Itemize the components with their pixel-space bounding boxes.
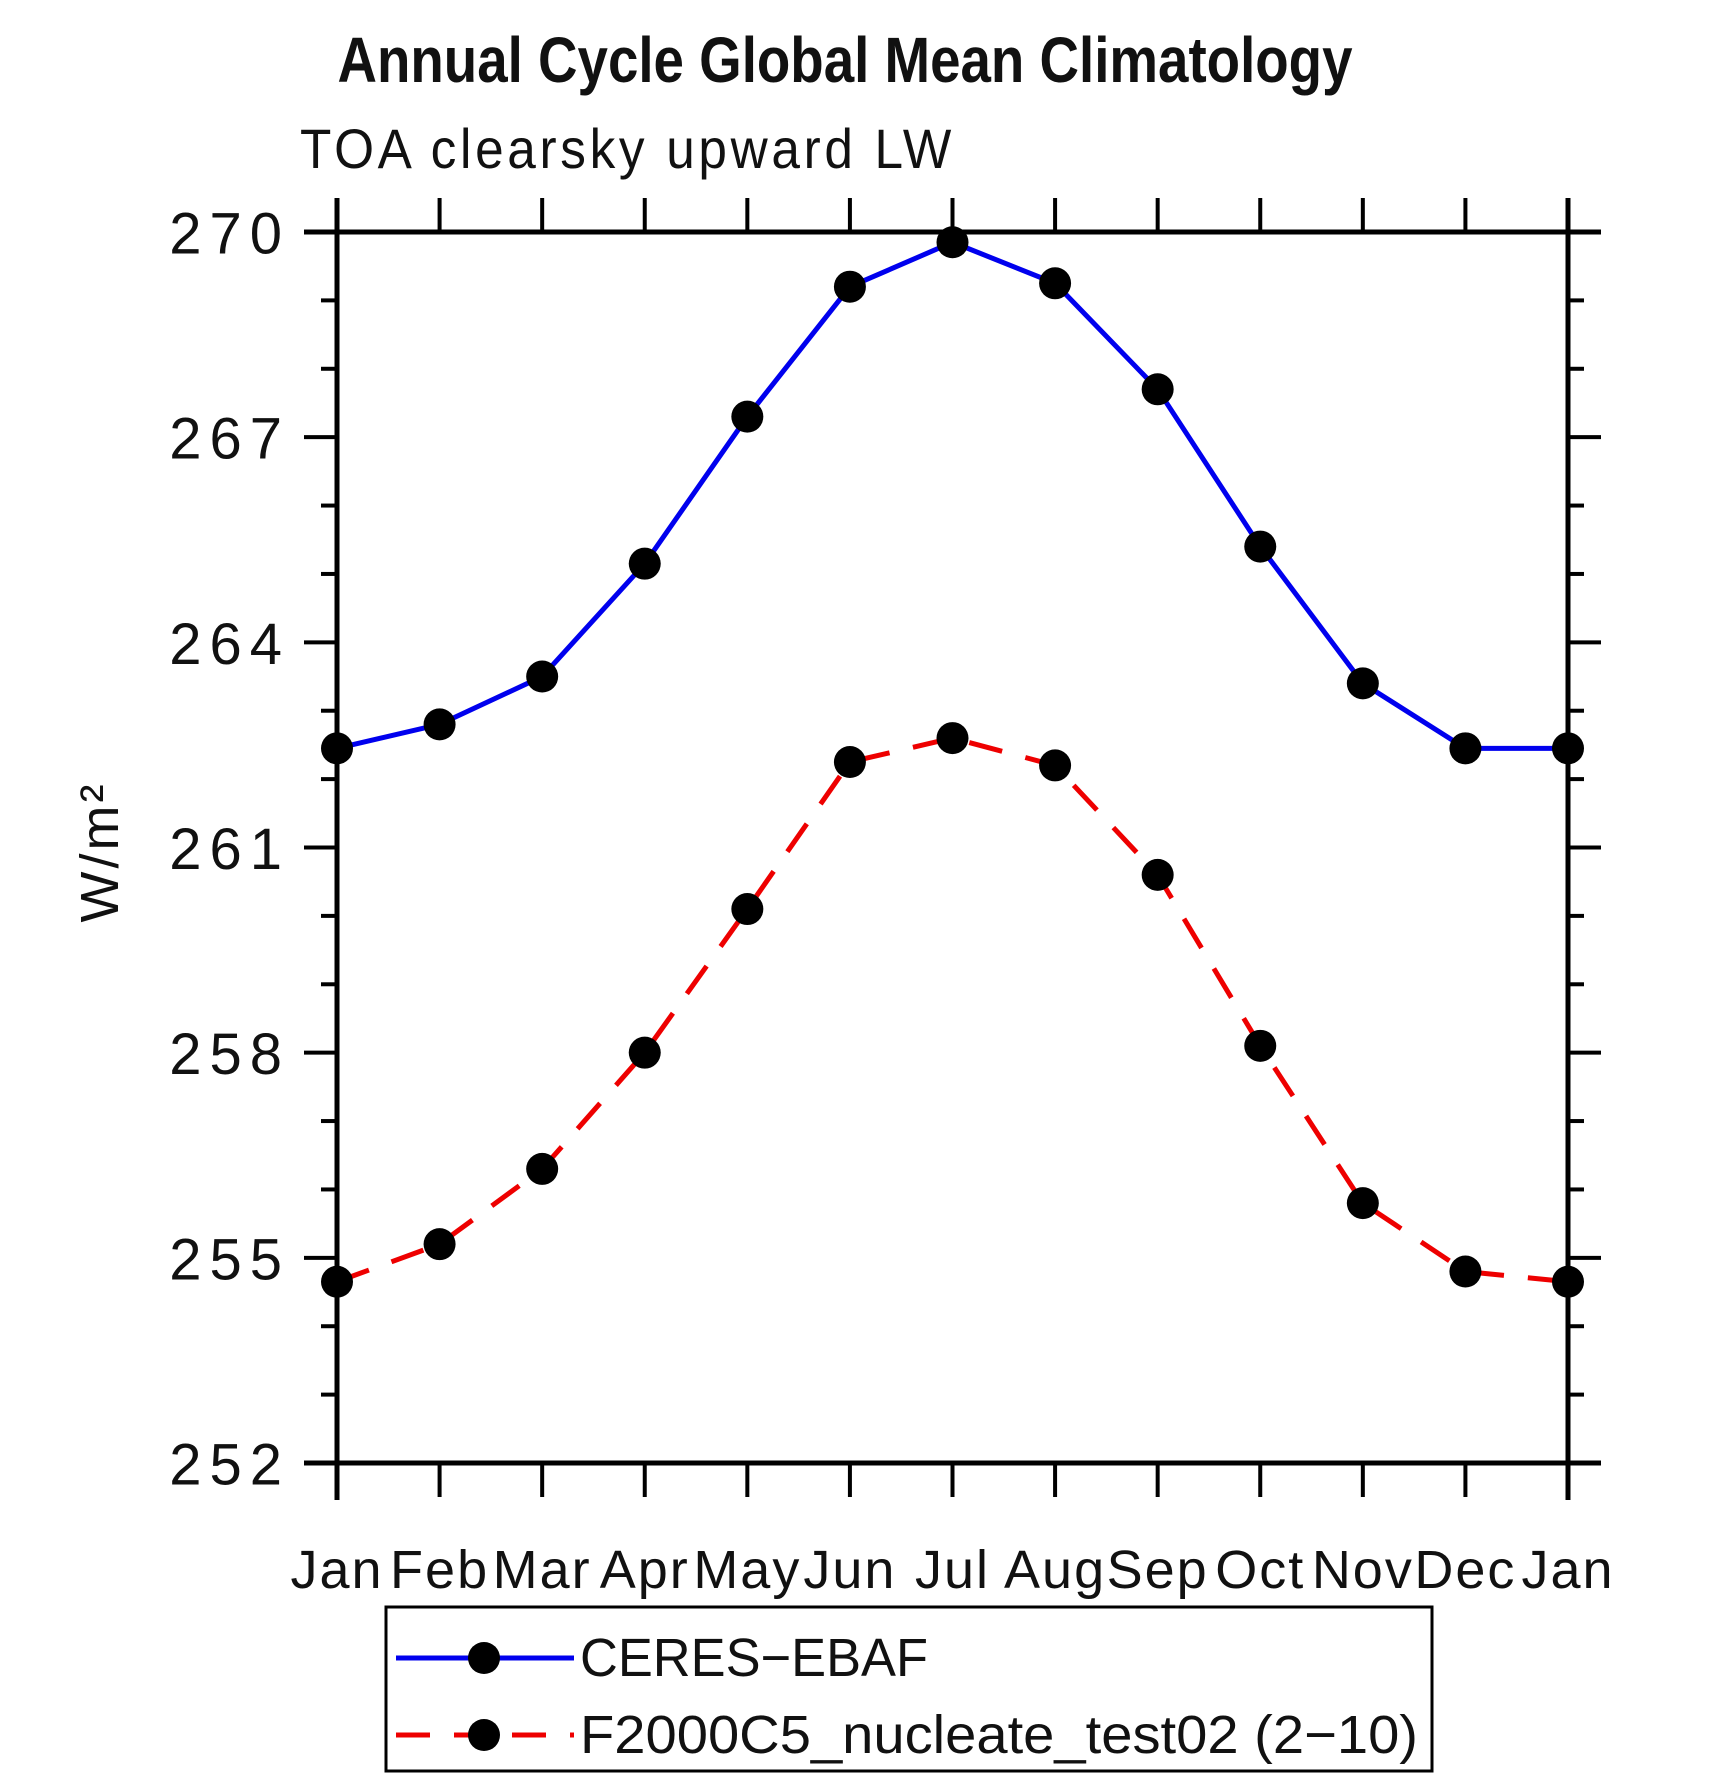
data-point [321, 1265, 353, 1298]
data-point [1449, 732, 1482, 765]
data-point [423, 1228, 456, 1261]
x-tick-label: Apr [600, 1540, 690, 1600]
x-tick-label: Jul [915, 1540, 990, 1600]
legend-label-f2000c5: F2000C5_nucleate_test02 (2−10) [580, 1705, 1418, 1765]
y-axis-title: W/m² [70, 782, 130, 923]
x-tick-label: Sep [1107, 1540, 1209, 1600]
data-point [628, 1036, 661, 1069]
data-point [1552, 732, 1584, 765]
data-point [731, 400, 764, 433]
y-tick-label: 267 [169, 407, 290, 472]
chart-subtitle: TOA clearsky upward LW [300, 117, 955, 180]
y-axis-ticks: 252 255 258 261 264 267 270 [169, 202, 1601, 1498]
y-tick-label: 255 [169, 1227, 290, 1292]
data-point [1244, 1029, 1277, 1062]
x-axis-ticks: Jan Feb Mar Apr May Jun Jul Aug Sep Oct Nov Dec Jan [290, 198, 1614, 1600]
x-tick-label: Aug [1004, 1540, 1106, 1600]
legend-marker-dot [468, 1642, 500, 1674]
legend-marker-dot [468, 1719, 500, 1751]
x-tick-label: Oct [1215, 1540, 1305, 1600]
legend-entry-ceres: CERES−EBAF [396, 1628, 928, 1688]
data-point [833, 270, 866, 303]
x-tick-label: Jan [1521, 1540, 1614, 1600]
x-tick-label: Mar [493, 1540, 592, 1600]
data-point [936, 226, 969, 259]
series-line-1 [336, 735, 1569, 1285]
legend-entry-f2000c5: F2000C5_nucleate_test02 (2−10) [396, 1705, 1418, 1765]
data-point [526, 660, 559, 693]
legend: CERES−EBAF F2000C5_nucleate_test02 (2−10… [384, 1605, 1434, 1773]
y-tick-label: 270 [169, 202, 290, 267]
legend-box [384, 1605, 1434, 1773]
x-tick-label: Jun [803, 1540, 896, 1600]
data-point [936, 722, 969, 755]
data-point [731, 893, 764, 926]
x-tick-label: Jan [290, 1540, 383, 1600]
data-point [833, 746, 866, 779]
chart-title: Annual Cycle Global Mean Climatology [338, 24, 1353, 96]
data-point [1141, 858, 1174, 891]
data-point [1552, 1265, 1584, 1298]
x-tick-label: Nov [1312, 1540, 1414, 1600]
data-point [1039, 749, 1072, 782]
x-tick-label: Feb [390, 1540, 489, 1600]
y-tick-label: 252 [169, 1433, 290, 1498]
y-tick-label: 264 [169, 612, 290, 677]
data-series [321, 226, 1584, 1298]
data-point [1244, 530, 1277, 563]
series-line-0 [336, 239, 1568, 751]
data-point [321, 732, 353, 765]
data-point [1039, 267, 1072, 300]
data-point [1449, 1255, 1482, 1288]
legend-label-ceres: CERES−EBAF [580, 1628, 928, 1688]
y-tick-label: 261 [169, 817, 290, 882]
plot-frame [304, 198, 1601, 1500]
y-tick-label: 258 [169, 1022, 290, 1087]
x-tick-label: Dec [1414, 1540, 1516, 1600]
data-point [423, 708, 456, 741]
data-point [1346, 1187, 1379, 1220]
x-tick-label: May [693, 1540, 801, 1600]
data-point [628, 547, 661, 580]
data-point [1346, 667, 1379, 700]
data-point [1141, 373, 1174, 406]
data-point [526, 1152, 559, 1185]
